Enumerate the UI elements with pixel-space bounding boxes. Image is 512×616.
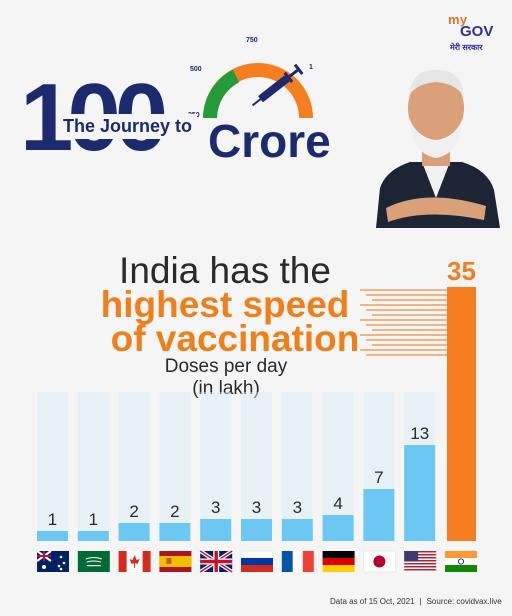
bar-chart: 1 1 2 2 3 3 3 4 7 13 35 [36, 256, 477, 574]
value-label-saudi-arabia: 1 [89, 510, 98, 529]
value-label-canada: 2 [129, 502, 138, 521]
gauge-icon [203, 63, 313, 119]
canada-flag-icon [118, 551, 151, 572]
bar-france [281, 519, 313, 541]
france-flag-icon [281, 551, 314, 572]
footer-separator: | [419, 597, 422, 606]
usa-flag-icon [404, 551, 437, 572]
bar-canada [118, 523, 150, 541]
headline-line3: of vaccination [110, 318, 360, 359]
chart-subtitle-1: Doses per day [164, 356, 288, 377]
bar-australia [37, 531, 68, 541]
russia-flag-icon [240, 550, 274, 572]
logo-gov: GOV [460, 23, 494, 40]
bar-bg-spain [159, 392, 191, 541]
bar-bg-russia [241, 392, 272, 541]
value-label-united-kingdom: 3 [211, 498, 220, 517]
saudi-arabia-flag-icon [77, 551, 110, 572]
value-label-india: 35 [447, 256, 476, 286]
headline-line1: India has the [119, 250, 331, 291]
bar-united-kingdom [200, 519, 232, 541]
footer-source: Source: covidvax.live [426, 597, 502, 606]
value-label-france: 3 [293, 498, 302, 517]
gauge-label-500: 500 [190, 66, 202, 73]
spain-flag-icon [159, 551, 192, 572]
value-label-spain: 2 [170, 502, 179, 521]
footer: Data as of 15 Oct, 2021 | Source: covidvax… [330, 597, 502, 606]
bar-bg-united-kingdom [200, 392, 232, 541]
bar-russia [241, 519, 272, 541]
value-label-united-states: 13 [410, 424, 429, 443]
bar-bg-saudi-arabia [77, 392, 109, 541]
footer-date: Data as of 15 Oct, 2021 [330, 597, 415, 606]
japan-flag-icon [363, 550, 396, 573]
headline-line2: highest speed [100, 284, 350, 325]
bar-bg-france [281, 392, 313, 541]
title-unit: Crore [208, 115, 331, 167]
india-flag-icon [445, 551, 477, 572]
gauge-label-1: 1 [309, 64, 313, 71]
value-label-japan: 7 [374, 468, 383, 487]
bar-united-states [404, 445, 436, 541]
chart-subtitle-2: (in lakh) [192, 378, 260, 399]
logo-my: my [448, 12, 468, 27]
bar-bg-australia [37, 392, 68, 541]
bar-india [447, 287, 476, 541]
value-label-russia: 3 [252, 498, 261, 517]
australia-flag-icon [36, 550, 69, 572]
bar-bg-canada [118, 392, 150, 541]
bar-saudi-arabia [77, 531, 109, 541]
germany-flag-icon [322, 551, 355, 572]
title-prefix: The Journey to [58, 114, 198, 139]
value-label-australia: 1 [48, 510, 57, 529]
bar-japan [363, 489, 395, 541]
uk-flag-icon [199, 549, 234, 574]
portrait-image [376, 69, 500, 228]
gauge-label-750: 750 [246, 37, 258, 44]
bar-germany [322, 515, 354, 541]
syringe-icon [251, 63, 304, 107]
logo-tagline: मेरी सरकार [450, 43, 483, 52]
bar-spain [159, 523, 191, 541]
mygov-logo: my GOV मेरी सरकार [446, 12, 506, 56]
value-label-germany: 4 [333, 494, 342, 513]
